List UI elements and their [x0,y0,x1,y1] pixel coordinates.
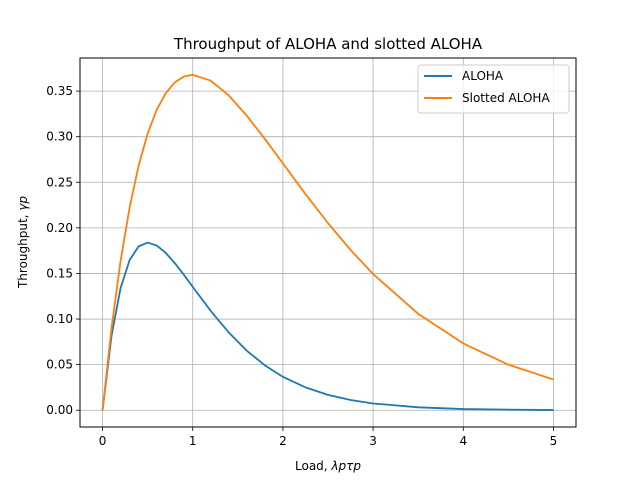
x-tick-label: 4 [459,434,467,448]
y-axis-label: Throughput, γp [16,196,30,289]
y-tick-label: 0.35 [46,84,73,98]
x-tick-label: 2 [279,434,287,448]
x-tick-label: 1 [189,434,197,448]
legend-label-slotted-aloha: Slotted ALOHA [462,91,550,105]
y-tick-label: 0.30 [46,130,73,144]
y-axis-label-math: γp [16,196,30,211]
y-tick-label: 0.00 [46,403,73,417]
x-tick-label: 0 [99,434,107,448]
x-axis-label: Load, λpτp [295,459,361,473]
series-layer [101,73,554,411]
y-tick-label: 0.05 [46,358,73,372]
y-tick-label: 0.15 [46,266,73,280]
legend-label-aloha: ALOHA [462,69,504,83]
plot-frame [79,57,577,428]
x-axis-label-math: λpτp [330,459,361,473]
x-axis-label-prefix: Load, [295,459,331,473]
tick-layer: 0 1 2 3 4 5 0.00 0.05 0.10 0.15 0.20 0.25 0.30 0.35 [46,84,557,448]
x-tick-label: 3 [369,434,377,448]
chart-title: Throughput of ALOHA and slotted ALOHA [173,35,483,53]
series-line-slotted-aloha [101,73,554,411]
y-tick-label: 0.20 [46,221,73,235]
grid-layer [80,58,576,427]
y-tick-label: 0.10 [46,312,73,326]
y-tick-label: 0.25 [46,175,73,189]
x-tick-label: 5 [550,434,558,448]
y-axis-label-prefix: Throughput, [16,211,30,289]
legend: ALOHA Slotted ALOHA [417,64,570,114]
legend-box [417,64,570,114]
series-line-aloha [101,241,554,411]
